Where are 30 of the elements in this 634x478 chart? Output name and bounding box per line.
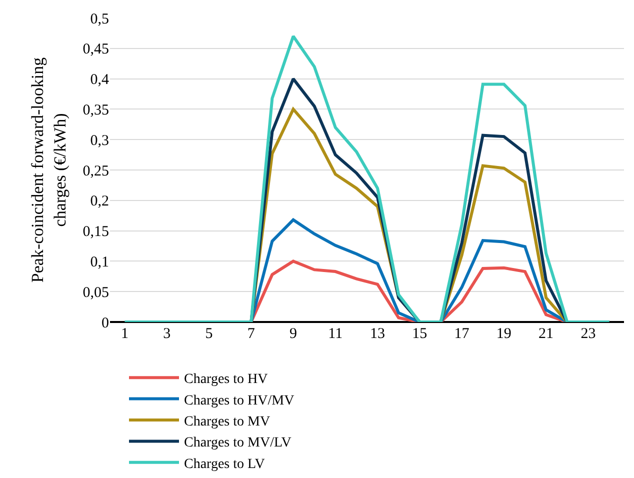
y-tick-label: 0,4 bbox=[90, 72, 110, 88]
y-tick-label: 0,1 bbox=[90, 254, 109, 270]
legend-label: Charges to MV/LV bbox=[184, 436, 292, 451]
x-tick-label: 21 bbox=[538, 326, 554, 342]
legend-label: Charges to LV bbox=[184, 456, 265, 472]
y-axis-title: Peak-coincident forward-looking charges (€/kWh) bbox=[28, 56, 70, 283]
y-tick-label: 0,45 bbox=[82, 42, 109, 58]
x-tick-label: 19 bbox=[496, 326, 512, 342]
y-tick-label: 0,15 bbox=[82, 224, 109, 240]
y-tick-label: 0 bbox=[102, 315, 109, 332]
legend-label: Charges to HV/MV bbox=[184, 393, 294, 408]
line-series bbox=[123, 34, 611, 322]
x-tick-label: 5 bbox=[205, 326, 213, 342]
y-tick-label: 0,2 bbox=[90, 194, 109, 210]
x-tick-label: 15 bbox=[412, 326, 428, 342]
y-tick-label: 0,35 bbox=[82, 102, 109, 118]
x-tick-label: 3 bbox=[163, 326, 171, 342]
x-tick-label: 7 bbox=[247, 326, 256, 342]
x-tick-label: 9 bbox=[290, 326, 298, 342]
legend-label: Charges to HV bbox=[184, 372, 268, 388]
y-tick-label: 0,5 bbox=[90, 11, 109, 28]
legend-label: Charges to MV bbox=[184, 414, 270, 430]
y-tick-label: 0,05 bbox=[82, 284, 109, 301]
x-tick-label: 11 bbox=[328, 326, 343, 342]
x-tick-label: 1 bbox=[121, 326, 128, 342]
y-tick-label: 0,3 bbox=[90, 132, 109, 149]
x-tick-label: 13 bbox=[370, 326, 386, 342]
x-tick-label: 23 bbox=[580, 326, 596, 342]
y-tick-label: 0,25 bbox=[82, 163, 109, 180]
x-tick-label: 17 bbox=[454, 326, 470, 342]
